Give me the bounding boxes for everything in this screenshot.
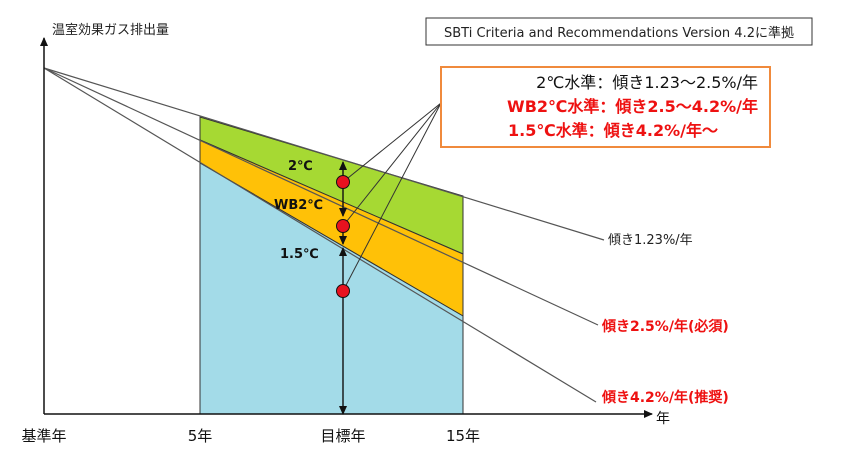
line-label-slope-2-5: 傾き2.5%/年(必須) <box>601 318 729 335</box>
legend-slope-2c: 傾き1.23～2.5%/年 <box>612 73 758 92</box>
line-label-slope-1-23: 傾き1.23%/年 <box>608 233 693 248</box>
legend-sep-wb2c: ： <box>599 97 615 116</box>
line-slope-1-23 <box>43 67 605 241</box>
legend-row-1-5c: 1.5℃水準：傾き4.2%/年～ <box>508 121 718 140</box>
legend-row-2c: 2℃水準：傾き1.23～2.5%/年 <box>536 73 758 92</box>
legend-level-wb2c: WB2℃水準 <box>507 97 599 116</box>
x-tick-target-year: 目標年 <box>320 427 365 445</box>
legend-level-1-5c: 1.5℃水準 <box>508 121 588 140</box>
line-label-slope-4-2: 傾き4.2%/年(推奨) <box>601 389 729 406</box>
connector-2c <box>342 102 442 183</box>
legend-box <box>440 66 771 148</box>
connector-wb2c <box>342 102 442 227</box>
marker-dot-1-5c <box>336 284 350 298</box>
marker-dot-wb2c <box>336 219 350 233</box>
x-tick-year-15: 15年 <box>446 427 480 445</box>
x-tick-base-year: 基準年 <box>21 427 66 445</box>
legend-slope-wb2c: 傾き2.5～4.2%/年 <box>614 97 758 116</box>
criteria-note-box <box>425 17 813 46</box>
legend-level-2c: 2℃水準 <box>536 73 596 92</box>
band-label-1-5c: 1.5℃ <box>280 247 319 262</box>
criteria-note-text: SBTi Criteria and Recommendations Versio… <box>444 25 794 41</box>
x-axis-unit: 年 <box>656 411 670 427</box>
marker-dot-2c <box>336 175 350 189</box>
legend-row-wb2c: WB2℃水準：傾き2.5～4.2%/年 <box>507 97 758 116</box>
legend-sep-1-5c: ： <box>588 121 604 140</box>
x-tick-year-5: 5年 <box>188 427 213 445</box>
legend-slope-1-5c: 傾き4.2%/年～ <box>603 121 718 140</box>
legend-sep-2c: ： <box>596 73 612 92</box>
y-axis-label: 温室効果ガス排出量 <box>52 22 169 38</box>
band-label-2c: 2℃ <box>288 159 313 174</box>
connector-1-5c <box>342 102 442 292</box>
band-label-wb2c: WB2℃ <box>274 198 323 213</box>
line-slope-4-2 <box>43 67 597 403</box>
line-slope-2-5 <box>43 67 599 326</box>
